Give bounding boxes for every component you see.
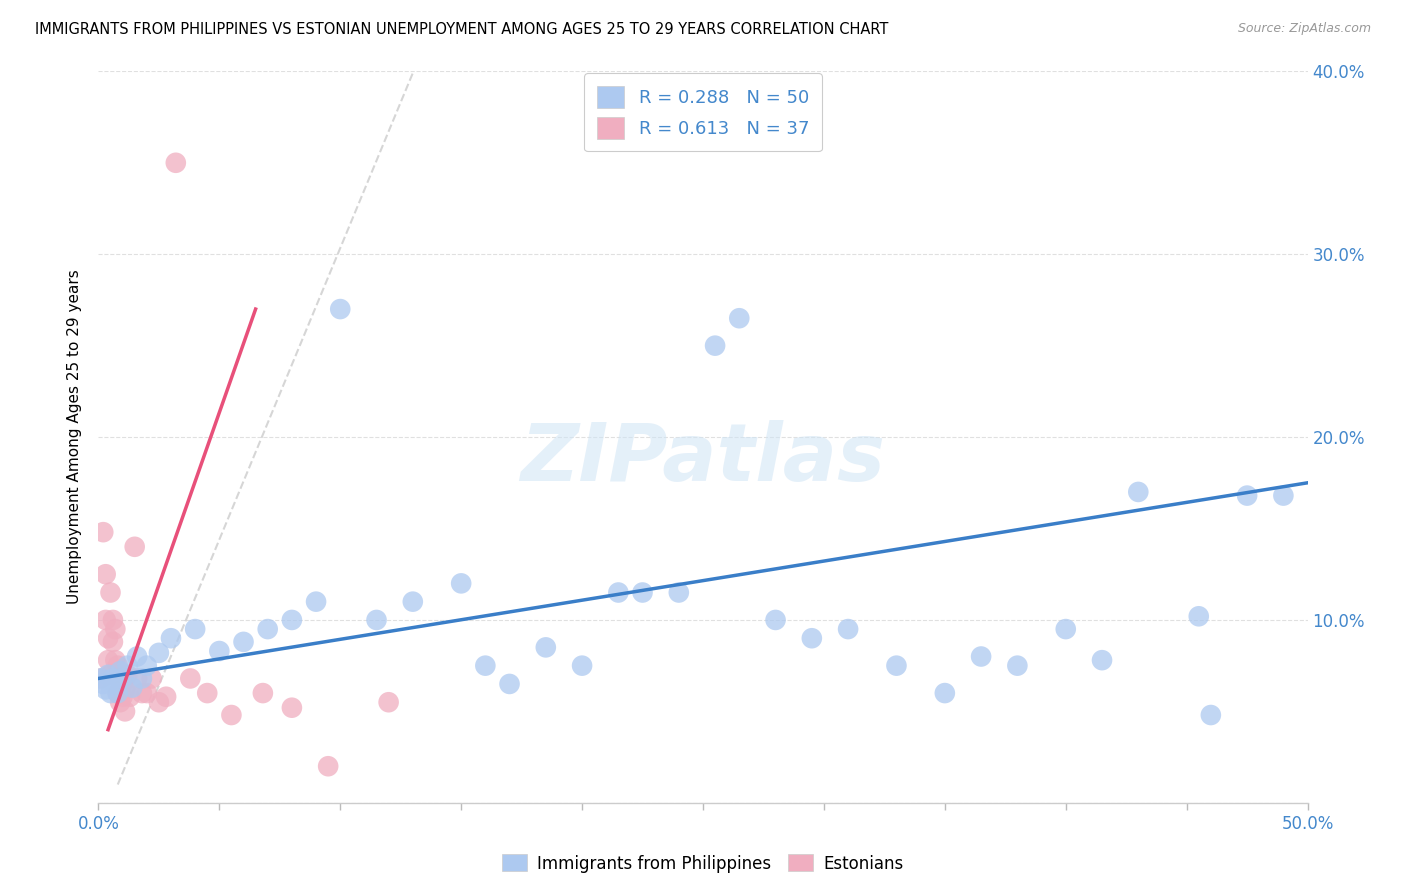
Point bbox=[165, 156, 187, 170]
Point bbox=[100, 667, 122, 681]
Point bbox=[800, 632, 823, 646]
Point bbox=[108, 664, 131, 678]
Legend: Immigrants from Philippines, Estonians: Immigrants from Philippines, Estonians bbox=[496, 847, 910, 880]
Point bbox=[90, 672, 112, 686]
Point bbox=[160, 632, 183, 646]
Point bbox=[124, 540, 146, 554]
Point bbox=[1272, 489, 1295, 503]
Point bbox=[155, 690, 177, 704]
Point bbox=[534, 640, 557, 655]
Point bbox=[94, 682, 117, 697]
Point bbox=[135, 658, 157, 673]
Point bbox=[886, 658, 908, 673]
Point bbox=[305, 594, 328, 608]
Point bbox=[121, 681, 143, 695]
Text: Source: ZipAtlas.com: Source: ZipAtlas.com bbox=[1237, 22, 1371, 36]
Point bbox=[281, 613, 304, 627]
Point bbox=[316, 759, 339, 773]
Point bbox=[100, 585, 122, 599]
Point bbox=[765, 613, 787, 627]
Point bbox=[1199, 708, 1222, 723]
Point bbox=[221, 708, 243, 723]
Point bbox=[91, 525, 114, 540]
Point bbox=[114, 682, 136, 697]
Point bbox=[329, 301, 352, 317]
Point bbox=[1007, 658, 1029, 673]
Point bbox=[94, 613, 117, 627]
Point bbox=[474, 658, 496, 673]
Point bbox=[127, 649, 149, 664]
Point bbox=[837, 622, 859, 636]
Point bbox=[184, 622, 207, 636]
Text: IMMIGRANTS FROM PHILIPPINES VS ESTONIAN UNEMPLOYMENT AMONG AGES 25 TO 29 YEARS C: IMMIGRANTS FROM PHILIPPINES VS ESTONIAN … bbox=[35, 22, 889, 37]
Point bbox=[208, 644, 231, 658]
Point bbox=[1236, 489, 1258, 503]
Point bbox=[571, 658, 593, 673]
Point bbox=[107, 686, 129, 700]
Point bbox=[141, 672, 163, 686]
Point bbox=[195, 686, 218, 700]
Point bbox=[104, 622, 127, 636]
Point bbox=[97, 667, 120, 681]
Point bbox=[97, 632, 120, 646]
Point bbox=[252, 686, 274, 700]
Point bbox=[104, 653, 127, 667]
Point bbox=[108, 672, 131, 686]
Point bbox=[450, 576, 472, 591]
Point bbox=[607, 585, 630, 599]
Point bbox=[728, 311, 751, 326]
Point bbox=[631, 585, 654, 599]
Point bbox=[366, 613, 388, 627]
Point bbox=[101, 672, 124, 686]
Point bbox=[111, 690, 134, 704]
Point bbox=[232, 635, 254, 649]
Point bbox=[148, 646, 170, 660]
Y-axis label: Unemployment Among Ages 25 to 29 years: Unemployment Among Ages 25 to 29 years bbox=[67, 269, 83, 605]
Point bbox=[1091, 653, 1114, 667]
Point bbox=[377, 695, 399, 709]
Point bbox=[101, 613, 124, 627]
Point bbox=[934, 686, 956, 700]
Point bbox=[281, 700, 304, 714]
Point bbox=[91, 677, 114, 691]
Point bbox=[970, 649, 993, 664]
Point bbox=[107, 686, 129, 700]
Point bbox=[104, 677, 127, 691]
Point bbox=[131, 686, 153, 700]
Point bbox=[114, 705, 136, 719]
Point bbox=[94, 567, 117, 582]
Text: ZIPatlas: ZIPatlas bbox=[520, 420, 886, 498]
Point bbox=[117, 667, 139, 681]
Point bbox=[402, 594, 425, 608]
Point bbox=[1128, 485, 1150, 500]
Legend: R = 0.288   N = 50, R = 0.613   N = 37: R = 0.288 N = 50, R = 0.613 N = 37 bbox=[585, 73, 821, 152]
Point bbox=[118, 690, 141, 704]
Point bbox=[127, 672, 149, 686]
Point bbox=[131, 672, 153, 686]
Point bbox=[90, 672, 112, 686]
Point bbox=[97, 653, 120, 667]
Point bbox=[135, 686, 157, 700]
Point bbox=[100, 686, 122, 700]
Point bbox=[111, 672, 134, 686]
Point bbox=[179, 672, 201, 686]
Point bbox=[704, 338, 727, 352]
Point bbox=[108, 695, 131, 709]
Point bbox=[148, 695, 170, 709]
Point bbox=[498, 677, 520, 691]
Point bbox=[117, 658, 139, 673]
Point bbox=[668, 585, 690, 599]
Point bbox=[1054, 622, 1077, 636]
Point bbox=[101, 635, 124, 649]
Point bbox=[256, 622, 278, 636]
Point bbox=[107, 658, 129, 673]
Point bbox=[1188, 609, 1211, 624]
Point bbox=[111, 677, 134, 691]
